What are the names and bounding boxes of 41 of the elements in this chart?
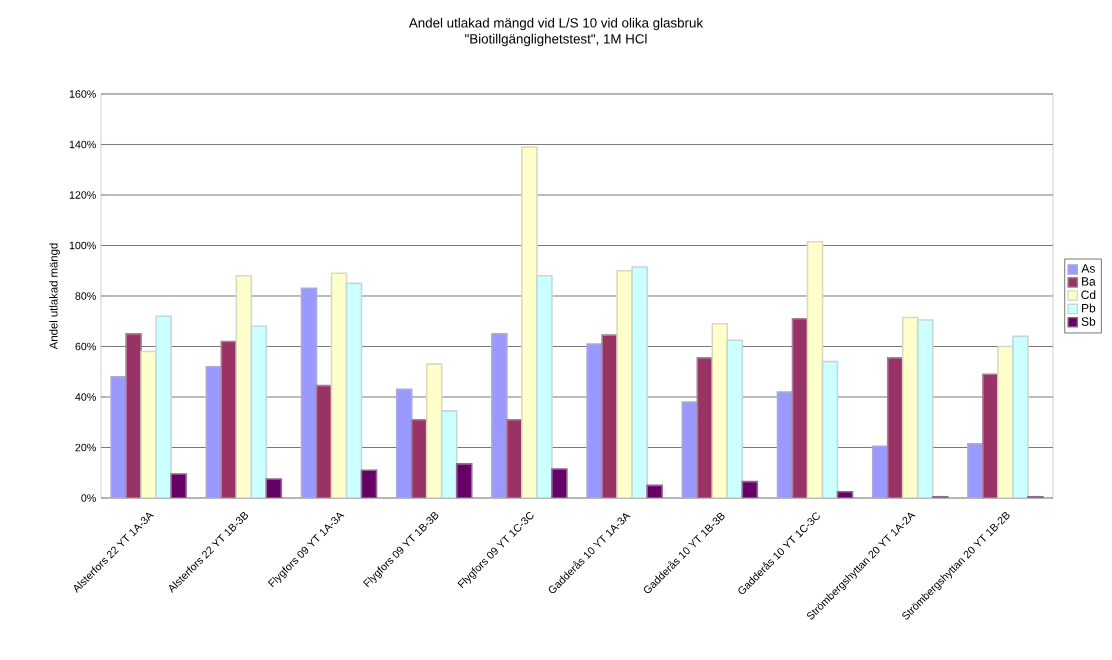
legend-label: Ba — [1082, 277, 1096, 286]
bar — [300, 287, 318, 498]
bar — [711, 322, 729, 498]
y-tick-label: 120% — [69, 191, 96, 199]
bar — [791, 317, 809, 498]
bar — [551, 468, 568, 498]
bar — [170, 473, 187, 498]
bar — [250, 325, 268, 498]
bar — [646, 484, 663, 498]
y-axis-title: Andel utlakad mängd — [49, 243, 60, 350]
bar — [726, 339, 744, 498]
y-tick-label: 40% — [75, 393, 96, 401]
legend-label: Sb — [1081, 316, 1096, 326]
bar — [220, 340, 238, 498]
y-tick-label: 160% — [69, 90, 96, 98]
bar — [821, 360, 839, 498]
chart-subtitle: "Biotillgänglighetstest", 1M HCl — [465, 33, 647, 47]
y-tick-label: 80% — [75, 292, 96, 300]
bar — [235, 275, 253, 498]
bar — [330, 272, 348, 498]
y-tick-label: 60% — [75, 342, 96, 351]
bar — [315, 384, 333, 498]
bar — [265, 478, 283, 498]
bar — [836, 490, 854, 498]
bar — [806, 240, 824, 498]
legend-label: Pb — [1082, 303, 1096, 313]
y-tick-label: 140% — [69, 140, 96, 149]
bar — [776, 391, 794, 498]
y-tick-label: 0% — [81, 494, 96, 502]
bar — [360, 469, 378, 498]
y-tick-label: 100% — [69, 241, 96, 250]
chart-title: Andel utlakad mängd vid L/S 10 vid olika glasbruk — [408, 17, 704, 31]
legend-label: Cd — [1081, 290, 1096, 300]
bar — [455, 463, 473, 498]
bar — [741, 480, 759, 498]
legend-label: As — [1081, 264, 1095, 273]
bar — [345, 282, 363, 498]
y-tick-label: 20% — [75, 443, 96, 452]
bar — [696, 357, 714, 498]
bar — [205, 365, 223, 498]
bar — [681, 401, 699, 498]
